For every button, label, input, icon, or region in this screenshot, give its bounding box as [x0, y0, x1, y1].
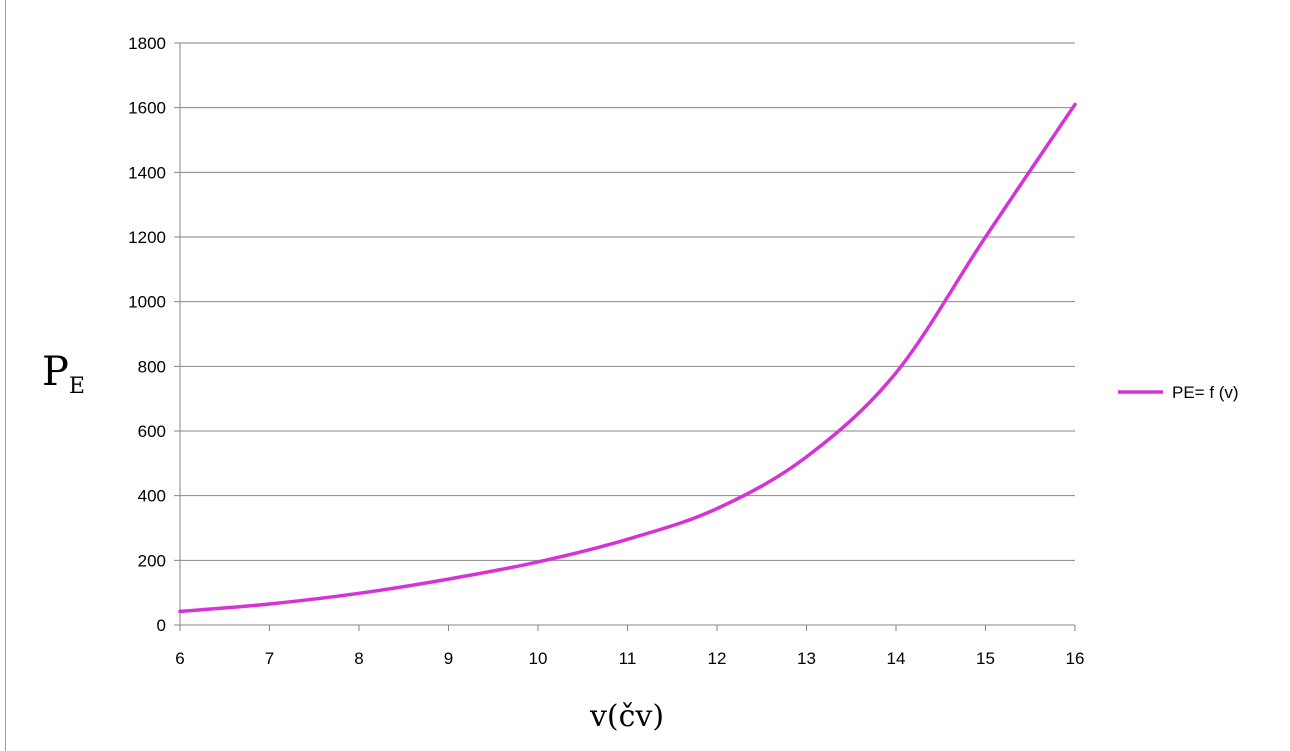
- x-tick-label: 14: [887, 649, 906, 668]
- y-tick-label: 1000: [128, 293, 166, 312]
- x-tick-label: 11: [619, 649, 637, 668]
- y-tick-label: 400: [138, 487, 166, 506]
- data-point-9: [447, 577, 450, 581]
- series-layer: [178, 102, 1077, 614]
- series-line-0: [178, 102, 1077, 614]
- y-tick-label: 1600: [128, 99, 166, 118]
- data-point-14: [894, 371, 898, 375]
- x-tick-label: 12: [708, 649, 727, 668]
- y-tick-label: 1800: [128, 34, 166, 53]
- axes: [179, 43, 1076, 631]
- grid-lines: [174, 42, 1075, 626]
- legend: PE= f (v): [1118, 383, 1239, 402]
- data-point-12: [715, 507, 719, 511]
- x-tick-label: 15: [976, 649, 995, 668]
- x-tick-label: 13: [797, 649, 816, 668]
- data-point-11: [626, 537, 629, 541]
- y-axis-label: PE: [42, 349, 85, 399]
- left-border-line: [5, 0, 6, 751]
- y-tick-label: 200: [138, 551, 166, 570]
- x-tick-label: 10: [529, 649, 548, 668]
- x-tick-label: 8: [354, 649, 363, 668]
- data-point-13: [805, 455, 808, 459]
- x-tick-label: 9: [444, 649, 453, 668]
- y-tick-label: 1200: [128, 228, 166, 247]
- legend-label: PE= f (v): [1172, 383, 1239, 402]
- x-axis-label: v(čv): [589, 699, 664, 734]
- data-point-6: [178, 609, 182, 613]
- data-point-15: [984, 235, 987, 239]
- data-point-8: [357, 591, 361, 595]
- y-tick-label: 1400: [128, 163, 166, 182]
- data-point-7: [268, 602, 271, 606]
- data-point-10: [536, 560, 540, 564]
- y-tick-label: 0: [157, 616, 166, 635]
- y-tick-labels: 0 200 400 600 800 1000 1200 1400 1600 1800: [128, 34, 166, 635]
- x-tick-label: 6: [175, 649, 184, 668]
- y-tick-label: 800: [138, 357, 166, 376]
- y-tick-label: 600: [138, 422, 166, 441]
- x-tick-label: 16: [1066, 649, 1085, 668]
- data-point-16: [1073, 102, 1077, 106]
- x-tick-label: 7: [265, 649, 274, 668]
- x-tick-labels: 6 7 8 9 10 11 12 13 14 15 16: [175, 649, 1084, 668]
